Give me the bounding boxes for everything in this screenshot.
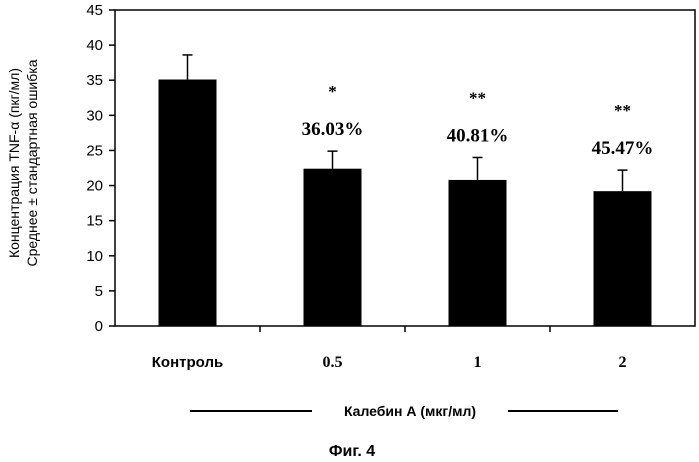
x-axis-title: Калебин А (мкг/мл)	[344, 403, 476, 419]
y-tick-label: 10	[86, 248, 103, 265]
y-tick-label: 25	[86, 142, 103, 159]
x-tick-label: 0.5	[323, 354, 343, 371]
significance-marker: **	[469, 88, 486, 107]
y-tick-label: 0	[95, 318, 103, 335]
significance-marker: **	[614, 101, 631, 120]
y-axis-label-line1: Концентрация TNF-α (пкг/мл)	[6, 68, 22, 258]
y-tick-label: 20	[86, 178, 103, 195]
bar	[159, 80, 217, 326]
x-tick-label: Контроль	[152, 354, 223, 371]
x-axis-title-group: Калебин А (мкг/мл)	[190, 403, 618, 419]
y-tick-label: 30	[86, 107, 103, 124]
y-axis-label-line2: Среднее ± стандартная ошибка	[24, 59, 40, 266]
reduction-label: 36.03%	[302, 119, 364, 140]
reduction-label: 45.47%	[592, 138, 654, 159]
x-tick-label: 1	[474, 354, 482, 371]
x-tick-label: 2	[619, 354, 627, 371]
bar	[594, 191, 652, 326]
significance-marker: *	[328, 82, 337, 101]
y-tick-label: 5	[95, 283, 103, 300]
y-tick-label: 45	[86, 2, 103, 19]
y-tick-label: 15	[86, 213, 103, 230]
y-tick-label: 40	[86, 37, 103, 54]
bar	[304, 169, 362, 326]
figure-caption: Фиг. 4	[329, 443, 375, 460]
y-tick-label: 35	[86, 72, 103, 89]
y-axis-label: Концентрация TNF-α (пкг/мл) Среднее ± ст…	[6, 59, 40, 266]
plot-area: 0 5 10 15 20 25 30 35 40 45 Контроль 0.5 * 36.03% 1 ** 4…	[86, 2, 695, 371]
bar	[449, 180, 507, 326]
reduction-label: 40.81%	[447, 125, 509, 146]
